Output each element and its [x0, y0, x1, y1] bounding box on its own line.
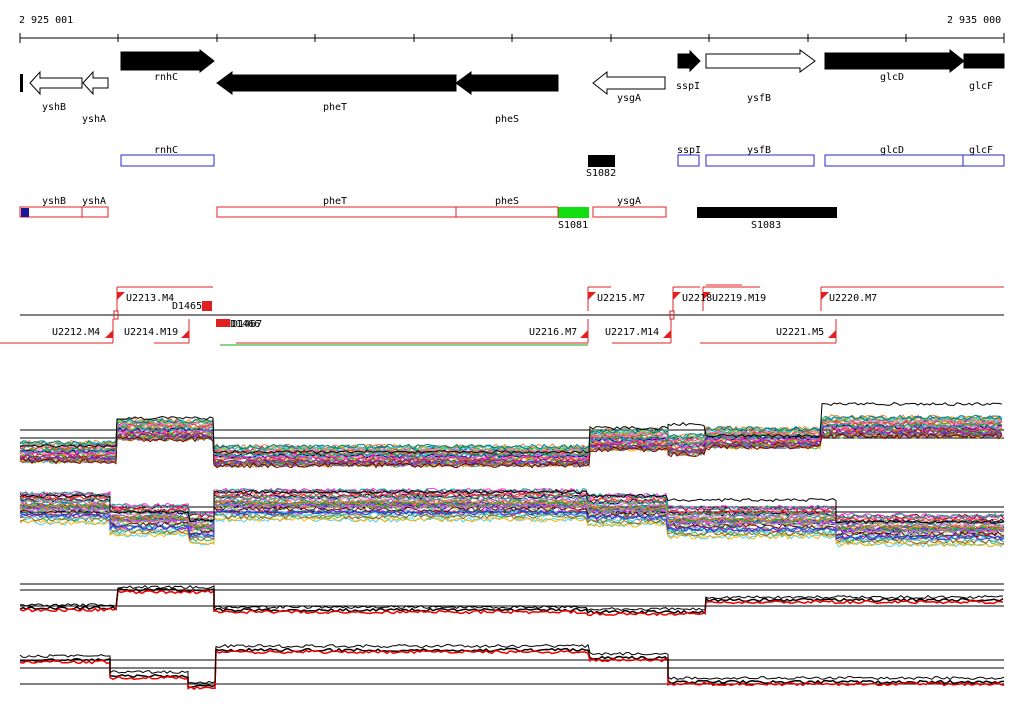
gene-label-glcD: glcD [880, 72, 904, 83]
s-feature-label-S1083: S1083 [751, 220, 781, 231]
blue-annotation-glcD[interactable] [824, 154, 964, 167]
gene-arrow-pheS[interactable] [455, 71, 559, 95]
panel4-signal-trace [19, 643, 1005, 684]
panel1-signal-trace [19, 402, 1003, 455]
segment-label-U2213: U2213.M4 [126, 293, 174, 304]
coordinate-ruler: 2 925 001 2 935 000 [19, 15, 1005, 43]
segment-label-U2220: U2220.M7 [829, 293, 877, 304]
blue-annotation-label-glcF: glcF [969, 145, 993, 156]
segment-track: U2213.M4 U2215.M7 U2218 U2219.M19 U2220.… [0, 284, 1004, 346]
panel2-signal-trace [19, 504, 1005, 536]
gene-arrow-yshB[interactable] [29, 70, 83, 96]
gene-arrow-rnhC[interactable] [120, 48, 215, 74]
gene-arrow-ysgA[interactable] [592, 70, 666, 96]
signal-plots [19, 402, 1005, 691]
panel2-signal-trace [19, 516, 1004, 548]
panel1-signal-trace [19, 433, 1003, 469]
red-annotation-label-ysgA: ysgA [617, 196, 641, 207]
gene-arrow-yshA[interactable] [82, 70, 109, 96]
d-feature-label-D1467: D1467 [232, 319, 262, 330]
ruler-end-label: 2 935 000 [947, 15, 1001, 26]
gene-arrow-sspI[interactable] [677, 49, 701, 73]
red-annotation-yshA[interactable] [81, 206, 109, 218]
red-annotation-pheT[interactable] [216, 206, 457, 218]
gene-label-ysfB: ysfB [747, 93, 771, 104]
gene-arrow-pheT[interactable] [216, 71, 457, 95]
d-feature-label-D1465: D1465 [172, 301, 202, 312]
gene-label-pheT: pheT [323, 102, 347, 113]
panel3-signal-trace [19, 584, 1004, 611]
blue-annotation-ysfB[interactable] [705, 154, 815, 167]
blue-annotation-sspI[interactable] [677, 154, 700, 167]
panel1-signal-trace [19, 418, 1003, 455]
red-annotation-yshB[interactable] [19, 206, 83, 218]
red-annotation-marker [21, 208, 29, 217]
gene-label-yshB: yshB [42, 102, 66, 113]
d-feature-label-D1466: D1466 [230, 319, 260, 330]
gene-arrow-glcD[interactable] [824, 48, 965, 74]
blue-annotation-rnhC[interactable] [120, 154, 215, 167]
gene-arrow-track: yshB yshA rnhC pheT pheS ysgA sspI ysfB … [20, 48, 1005, 125]
s-feature-label-S1081: S1081 [558, 220, 588, 231]
panel1-signal-trace [19, 422, 1003, 458]
panel3-signal-trace [19, 589, 1004, 617]
panel2-signal-trace [19, 505, 1005, 538]
panel2-signal-trace [19, 489, 1005, 525]
gene-label-rnhC: rnhC [154, 72, 178, 83]
blue-annotation-label-ysfB: ysfB [747, 145, 771, 156]
panel1-signal-trace [20, 424, 1003, 460]
segment-label-U2219: U2219.M19 [712, 293, 766, 304]
s-feature-S1081[interactable] [558, 207, 589, 218]
red-annotation-label-pheT: pheT [323, 196, 347, 207]
s-feature-track: S1082 S1081 S1083 [558, 155, 837, 231]
gene-label-glcF: glcF [969, 81, 993, 92]
gene-label-ysgA: ysgA [617, 93, 641, 104]
segment-label-U2221: U2221.M5 [776, 327, 824, 338]
red-annotation-label-yshB: yshB [42, 196, 66, 207]
segment-label-U2216: U2216.M7 [529, 327, 577, 338]
panel3-signal-trace [19, 587, 1004, 615]
panel2-signal-trace [19, 508, 1005, 541]
gene-arrow-partial[interactable] [20, 74, 23, 92]
d-feature-D1465[interactable] [202, 301, 212, 311]
s-feature-label-S1082: S1082 [586, 168, 616, 179]
blue-annotation-label-sspI: sspI [677, 145, 701, 156]
panel2-signal-trace [19, 513, 1005, 545]
d-feature-D1466[interactable] [216, 319, 230, 327]
panel2-signal-trace [19, 502, 1005, 535]
gene-arrow-ysfB[interactable] [705, 49, 816, 73]
red-annotation-track: yshB yshA pheT pheS ysgA [19, 196, 667, 218]
panel2-signal-trace [19, 487, 1005, 520]
blue-annotation-track: rnhC sspI ysfB glcD glcF [120, 145, 1005, 167]
segment-label-U2214: U2214.M19 [124, 327, 178, 338]
blue-annotation-label-glcD: glcD [880, 145, 904, 156]
panel2-signal-trace [19, 487, 1005, 519]
panel2-signal-trace [19, 499, 1005, 531]
panel1-signal-trace [19, 414, 1003, 450]
gene-label-yshA: yshA [82, 114, 106, 125]
red-annotation-label-pheS: pheS [495, 196, 519, 207]
s-feature-S1083[interactable] [697, 207, 837, 218]
panel4-signal-trace [19, 647, 1005, 689]
ruler-start-label: 2 925 001 [19, 15, 73, 26]
blue-annotation-label-rnhC: rnhC [154, 145, 178, 156]
segment-label-U2212: U2212.M4 [52, 327, 100, 338]
blue-annotation-glcF[interactable] [962, 154, 1005, 167]
panel1-signal-trace [19, 429, 1003, 465]
s-feature-S1082[interactable] [588, 155, 615, 167]
panel4-signal-trace [19, 649, 1005, 691]
segment-label-U2217: U2217.M14 [605, 327, 659, 338]
panel2-signal-trace [19, 494, 1005, 526]
panel2-signal-trace [19, 509, 1005, 541]
gene-label-sspI: sspI [676, 81, 700, 92]
red-annotation-pheS[interactable] [455, 206, 559, 218]
gene-label-pheS: pheS [495, 114, 519, 125]
segment-label-U2215: U2215.M7 [597, 293, 645, 304]
red-annotation-label-yshA: yshA [82, 196, 106, 207]
red-annotation-ysgA[interactable] [592, 206, 667, 218]
gene-arrow-glcF[interactable] [963, 53, 1005, 69]
segment-label-U2218: U2218 [682, 293, 712, 304]
